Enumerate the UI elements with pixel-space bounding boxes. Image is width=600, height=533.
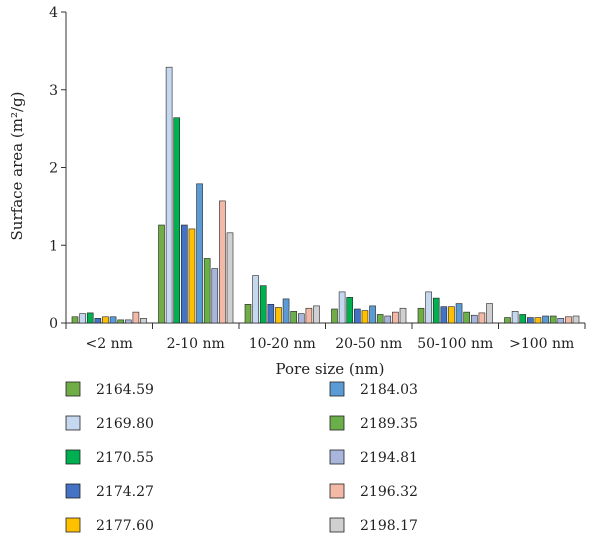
y-tick-label: 3 bbox=[49, 83, 58, 99]
bar bbox=[305, 307, 313, 324]
legend-label: 2194.81 bbox=[360, 450, 418, 466]
bar bbox=[203, 258, 211, 324]
bar bbox=[244, 304, 252, 324]
bar bbox=[173, 117, 181, 324]
legend-label: 2170.55 bbox=[96, 450, 154, 466]
bar bbox=[132, 311, 140, 324]
bar bbox=[463, 311, 470, 324]
legend-swatch bbox=[329, 483, 345, 499]
bar bbox=[432, 297, 440, 324]
bar bbox=[181, 224, 188, 324]
bar bbox=[252, 275, 259, 324]
bar bbox=[79, 313, 86, 324]
bar bbox=[117, 319, 124, 324]
x-tick-label: >100 nm bbox=[509, 336, 574, 352]
bar bbox=[511, 311, 519, 324]
bar bbox=[399, 307, 407, 324]
tick-labels: 0 1 2 3 4 <2 nm 2-10 nm 10-20 nm 20-50 nm 50-100 … bbox=[49, 5, 574, 352]
bar bbox=[313, 305, 320, 324]
legend-label: 2189.35 bbox=[360, 416, 418, 432]
legend-label: 2164.59 bbox=[96, 382, 154, 398]
bars bbox=[71, 66, 580, 324]
y-tick-label: 2 bbox=[49, 161, 58, 177]
legend-swatch bbox=[65, 449, 81, 465]
legend-swatch bbox=[65, 415, 81, 431]
bar bbox=[392, 311, 399, 324]
bar bbox=[282, 298, 290, 324]
bar bbox=[448, 306, 455, 324]
bar bbox=[557, 318, 565, 324]
bar bbox=[297, 313, 305, 324]
x-tick-label: 10-20 nm bbox=[249, 336, 316, 352]
bar bbox=[478, 312, 486, 324]
bar bbox=[384, 315, 392, 324]
bar bbox=[219, 200, 226, 324]
legend-label: 2169.80 bbox=[96, 416, 154, 432]
legend-swatch bbox=[65, 381, 81, 397]
bar bbox=[188, 228, 196, 324]
bar bbox=[124, 319, 132, 324]
bar bbox=[158, 224, 165, 324]
bar bbox=[504, 317, 511, 324]
bar bbox=[527, 317, 534, 324]
bar bbox=[71, 316, 79, 324]
bar bbox=[259, 285, 267, 324]
legend-label: 2177.60 bbox=[96, 518, 154, 533]
bar bbox=[94, 318, 102, 324]
legend-label: 2198.17 bbox=[360, 518, 418, 533]
y-tick-label: 4 bbox=[49, 5, 58, 21]
bar bbox=[331, 308, 338, 324]
bar bbox=[470, 314, 478, 324]
bar bbox=[534, 317, 542, 324]
y-tick-label: 0 bbox=[49, 316, 58, 332]
bar bbox=[267, 304, 275, 324]
legend-swatch bbox=[329, 381, 345, 397]
bar bbox=[275, 307, 282, 324]
bar bbox=[290, 311, 297, 324]
x-tick-label: 2-10 nm bbox=[167, 336, 225, 352]
legend-swatch bbox=[329, 415, 345, 431]
bar bbox=[376, 314, 384, 324]
y-axis-label: Surface area (m²/g) bbox=[8, 92, 26, 241]
x-tick-label: 20-50 nm bbox=[335, 336, 402, 352]
bar bbox=[109, 316, 117, 324]
legend-swatch bbox=[329, 517, 345, 533]
x-tick-label: 50-100 nm bbox=[417, 336, 493, 352]
legend-swatch bbox=[329, 449, 345, 465]
bar bbox=[549, 315, 557, 324]
legend-swatch bbox=[65, 517, 81, 533]
bar bbox=[369, 305, 376, 324]
legend-label: 2174.27 bbox=[96, 484, 154, 500]
bar bbox=[425, 291, 432, 324]
legend-swatch bbox=[65, 483, 81, 499]
bar bbox=[165, 66, 173, 324]
bar bbox=[519, 314, 527, 324]
bar bbox=[542, 315, 549, 324]
bar bbox=[226, 232, 234, 324]
legend: 2164.59 2169.80 2170.55 2174.27 2177.60 2184.… bbox=[65, 381, 418, 533]
bar bbox=[572, 315, 580, 324]
x-tick-label: <2 nm bbox=[86, 336, 133, 352]
bar bbox=[417, 307, 425, 324]
bar bbox=[361, 310, 369, 324]
bar bbox=[486, 303, 493, 324]
bar bbox=[211, 268, 219, 324]
bar bbox=[346, 297, 354, 324]
axes bbox=[61, 11, 586, 329]
bar bbox=[455, 303, 463, 324]
y-tick-label: 1 bbox=[49, 238, 58, 254]
bar bbox=[140, 318, 147, 324]
x-axis-label: Pore size (nm) bbox=[276, 360, 385, 378]
bar bbox=[338, 291, 346, 324]
bar bbox=[86, 312, 94, 324]
legend-label: 2184.03 bbox=[360, 382, 418, 398]
bar bbox=[440, 306, 448, 324]
bar bbox=[196, 183, 203, 324]
bar bbox=[102, 316, 109, 324]
bar bbox=[565, 316, 572, 324]
legend-label: 2196.32 bbox=[360, 484, 418, 500]
bar bbox=[354, 308, 361, 324]
